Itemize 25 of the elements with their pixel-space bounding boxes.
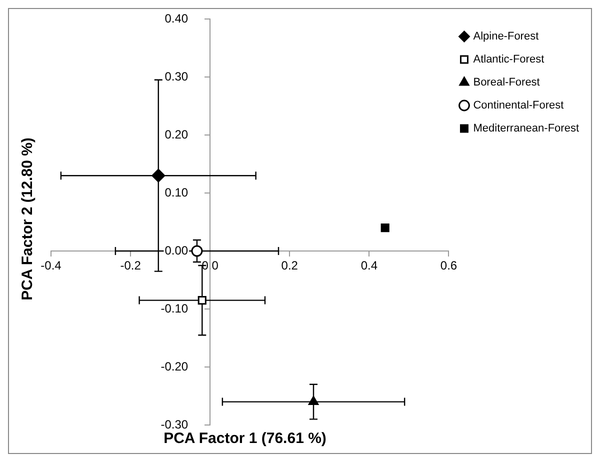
legend-label: Alpine-Forest: [473, 30, 539, 43]
y-tick-label: 0.40: [164, 11, 188, 26]
x-tick-label: -0.2: [120, 258, 142, 273]
y-tick-label: -0.10: [160, 301, 188, 316]
x-axis-title: PCA Factor 1 (76.61 %): [162, 430, 328, 447]
point: [308, 396, 319, 406]
point: [198, 296, 206, 305]
legend-label: Continental-Forest: [473, 100, 564, 112]
y-tick-label: -0.20: [160, 359, 188, 374]
y-tick-label: -0.30: [160, 417, 188, 432]
y-tick-label: 0.20: [164, 127, 188, 142]
x-tick-label: -0.4: [40, 258, 62, 273]
y-tick-label: 0.00: [164, 243, 188, 258]
legend-label: Boreal-Forest: [473, 76, 540, 89]
legend-label: Atlantic-Forest: [473, 54, 544, 66]
x-tick-label: 0.2: [281, 258, 298, 273]
point: [380, 224, 390, 232]
x-tick-label: 0.6: [440, 258, 458, 273]
legend-label: Mediterranean-Forest: [473, 122, 580, 135]
y-tick-label: 0.10: [164, 185, 188, 200]
y-tick-label: 0.30: [164, 69, 188, 84]
x-tick-label: 0.4: [360, 258, 378, 273]
point: [191, 245, 203, 257]
y-axis-title: PCA Factor 2 (12.80 %): [19, 138, 36, 300]
point: [152, 168, 166, 182]
